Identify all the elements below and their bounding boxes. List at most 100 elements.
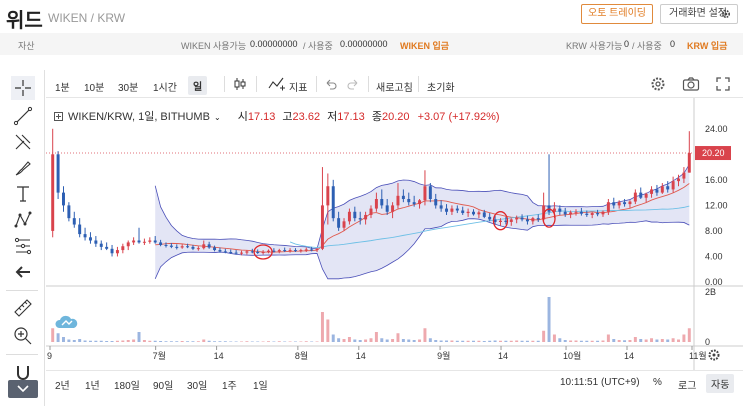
text-tool[interactable] (11, 182, 35, 206)
indicator-icon[interactable] (268, 76, 286, 92)
volume-bar (347, 337, 351, 342)
candle-body (142, 241, 146, 243)
screen-settings-button[interactable]: 거래화면 설정 (660, 4, 738, 24)
auto-trading-button[interactable]: 오토 트레이딩 (581, 4, 653, 24)
time-axis-label: 11월 (689, 350, 707, 361)
volume-bar (272, 341, 276, 342)
volume-bar (56, 333, 60, 342)
range-bar: 2년 1년 180일 90일 30일 1주 1일 10:11:51 (UTC+9… (46, 370, 743, 394)
interval-10m[interactable]: 10분 (84, 83, 105, 94)
back-tool[interactable] (11, 260, 35, 284)
price-axis-label: 0.00 (705, 277, 723, 287)
gear-icon (721, 9, 731, 19)
volume-bar (277, 341, 281, 342)
refresh-button[interactable]: 새로고침 (376, 83, 413, 94)
range-180d[interactable]: 180일 (114, 381, 140, 392)
interval-30m[interactable]: 30분 (118, 83, 139, 94)
price-axis-label: 16.00 (705, 175, 728, 185)
candle-body (650, 189, 654, 194)
chevron-down-icon[interactable]: ⌄ (213, 113, 221, 122)
interval-1h[interactable]: 1시간 (153, 83, 177, 94)
candle-body (245, 251, 249, 253)
candle-body (396, 195, 400, 206)
camera-icon[interactable] (682, 76, 700, 92)
price-chart[interactable]: 24.0020.0016.0012.008.004.000.002B097월14… (46, 98, 743, 406)
volume-bar (105, 341, 109, 342)
volume-bar (267, 341, 270, 342)
volume-bar (552, 334, 556, 342)
interval-day[interactable]: 일 (188, 76, 208, 95)
volume-bar (461, 340, 465, 342)
ruler-tool[interactable] (11, 296, 35, 320)
legend-low: 17.13 (337, 111, 365, 123)
krw-deposit-link[interactable]: KRW 입금 (687, 41, 728, 51)
candle-body (639, 192, 643, 198)
reset-button[interactable]: 초기화 (427, 83, 455, 94)
volume-bar (353, 339, 357, 342)
annotation-circle (253, 244, 273, 260)
volume-bar (482, 341, 486, 342)
wiken-deposit-link[interactable]: WIKEN 입금 (400, 41, 450, 51)
candle-body (520, 217, 524, 220)
range-90d[interactable]: 90일 (153, 381, 174, 392)
candle-body (277, 250, 281, 252)
volume-bar (477, 340, 481, 342)
volume-bar (520, 340, 524, 342)
brush-icon (15, 161, 31, 176)
bollinger-upper-line (154, 164, 690, 250)
price-axis-label: 4.00 (705, 251, 723, 261)
log-scale-button[interactable]: 로그 (678, 381, 697, 392)
time-axis-label: 10월 (563, 350, 581, 361)
axis-settings-gear-icon[interactable] (708, 349, 720, 361)
candle-body (466, 211, 470, 214)
collapse-legend-icon[interactable] (54, 112, 63, 121)
range-2y[interactable]: 2년 (55, 381, 70, 392)
candle-body (83, 234, 87, 238)
trend-line-icon (13, 106, 33, 126)
time-axis-label: 14 (356, 351, 366, 361)
redo-icon[interactable] (346, 77, 360, 91)
candle-body (78, 224, 82, 235)
crosshair-tool[interactable] (11, 76, 35, 100)
candle-type-icon[interactable] (232, 76, 248, 92)
auto-scale-button[interactable]: 자동 (706, 374, 735, 393)
expand-toolbar-button[interactable] (8, 380, 38, 398)
magnet-tool[interactable] (11, 360, 35, 384)
candle-body (536, 218, 540, 220)
brush-tool[interactable] (11, 156, 35, 180)
range-1y[interactable]: 1년 (85, 381, 100, 392)
volume-bar (385, 339, 389, 342)
percent-scale-button[interactable]: % (653, 377, 662, 388)
volume-bar (310, 341, 314, 342)
range-1w[interactable]: 1주 (222, 381, 237, 392)
volume-bar (434, 340, 438, 342)
time-axis-label: 7월 (153, 350, 166, 361)
clock-display[interactable]: 10:11:51 (UTC+9) (560, 377, 640, 388)
volume-bar (542, 330, 546, 342)
interval-1m[interactable]: 1분 (55, 83, 70, 94)
page-header: 위드 WIKEN / KRW 오토 트레이딩 거래화면 설정 (0, 0, 743, 32)
volume-bar (62, 337, 65, 342)
indicator-button[interactable]: 지표 (289, 83, 308, 94)
chart-legend: WIKEN/KRW, 1일, BITHUMB ⌄ 시17.13 고23.62 저1… (54, 108, 500, 124)
legend-close-label: 종 (371, 111, 382, 123)
fullscreen-icon[interactable] (715, 76, 731, 92)
zoom-tool[interactable] (11, 324, 35, 348)
volume-bar (72, 340, 76, 342)
volume-bar (126, 340, 130, 342)
candle-body (563, 211, 567, 215)
volume-bar (445, 340, 449, 342)
range-1d[interactable]: 1일 (253, 381, 268, 392)
range-30d[interactable]: 30일 (187, 381, 208, 392)
candle-body (283, 250, 287, 252)
fib-tool[interactable] (11, 234, 35, 258)
pattern-tool[interactable] (11, 208, 35, 232)
undo-icon[interactable] (324, 77, 338, 91)
time-axis-label: 14 (624, 351, 634, 361)
trend-line-tool[interactable] (11, 104, 35, 128)
volume-bar (326, 319, 330, 342)
pitchfork-tool[interactable] (11, 130, 35, 154)
candle-body (504, 220, 508, 222)
settings-gear-icon[interactable] (650, 76, 666, 92)
candle-body (601, 211, 605, 215)
